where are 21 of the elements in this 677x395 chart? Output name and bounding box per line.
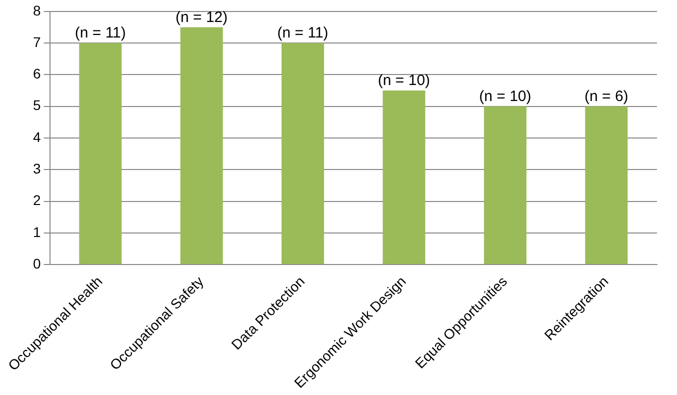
annotation: (n = 11) (74, 24, 126, 42)
y-tick-label: 6 (32, 66, 41, 82)
y-tick-label: 4 (32, 128, 41, 145)
bar (484, 106, 526, 264)
bar (180, 27, 223, 264)
y-tick-label: 3 (32, 160, 41, 176)
bar (585, 106, 628, 264)
bar (282, 43, 324, 264)
annotation: (n = 10) (479, 88, 532, 105)
y-tick-label: 2 (32, 192, 41, 208)
y-tick-label: 5 (32, 97, 41, 114)
bar (382, 90, 426, 264)
bar (79, 43, 122, 264)
y-tick-label: 0 (32, 255, 41, 272)
annotation: (n = 6) (584, 88, 628, 105)
annotation: (n = 12) (176, 8, 228, 26)
y-tick-label: 1 (32, 224, 41, 240)
y-tick-label: 7 (32, 34, 41, 50)
annotation: (n = 11) (277, 24, 328, 42)
y-tick-label: 8 (32, 2, 41, 18)
annotation: (n = 10) (378, 72, 430, 90)
